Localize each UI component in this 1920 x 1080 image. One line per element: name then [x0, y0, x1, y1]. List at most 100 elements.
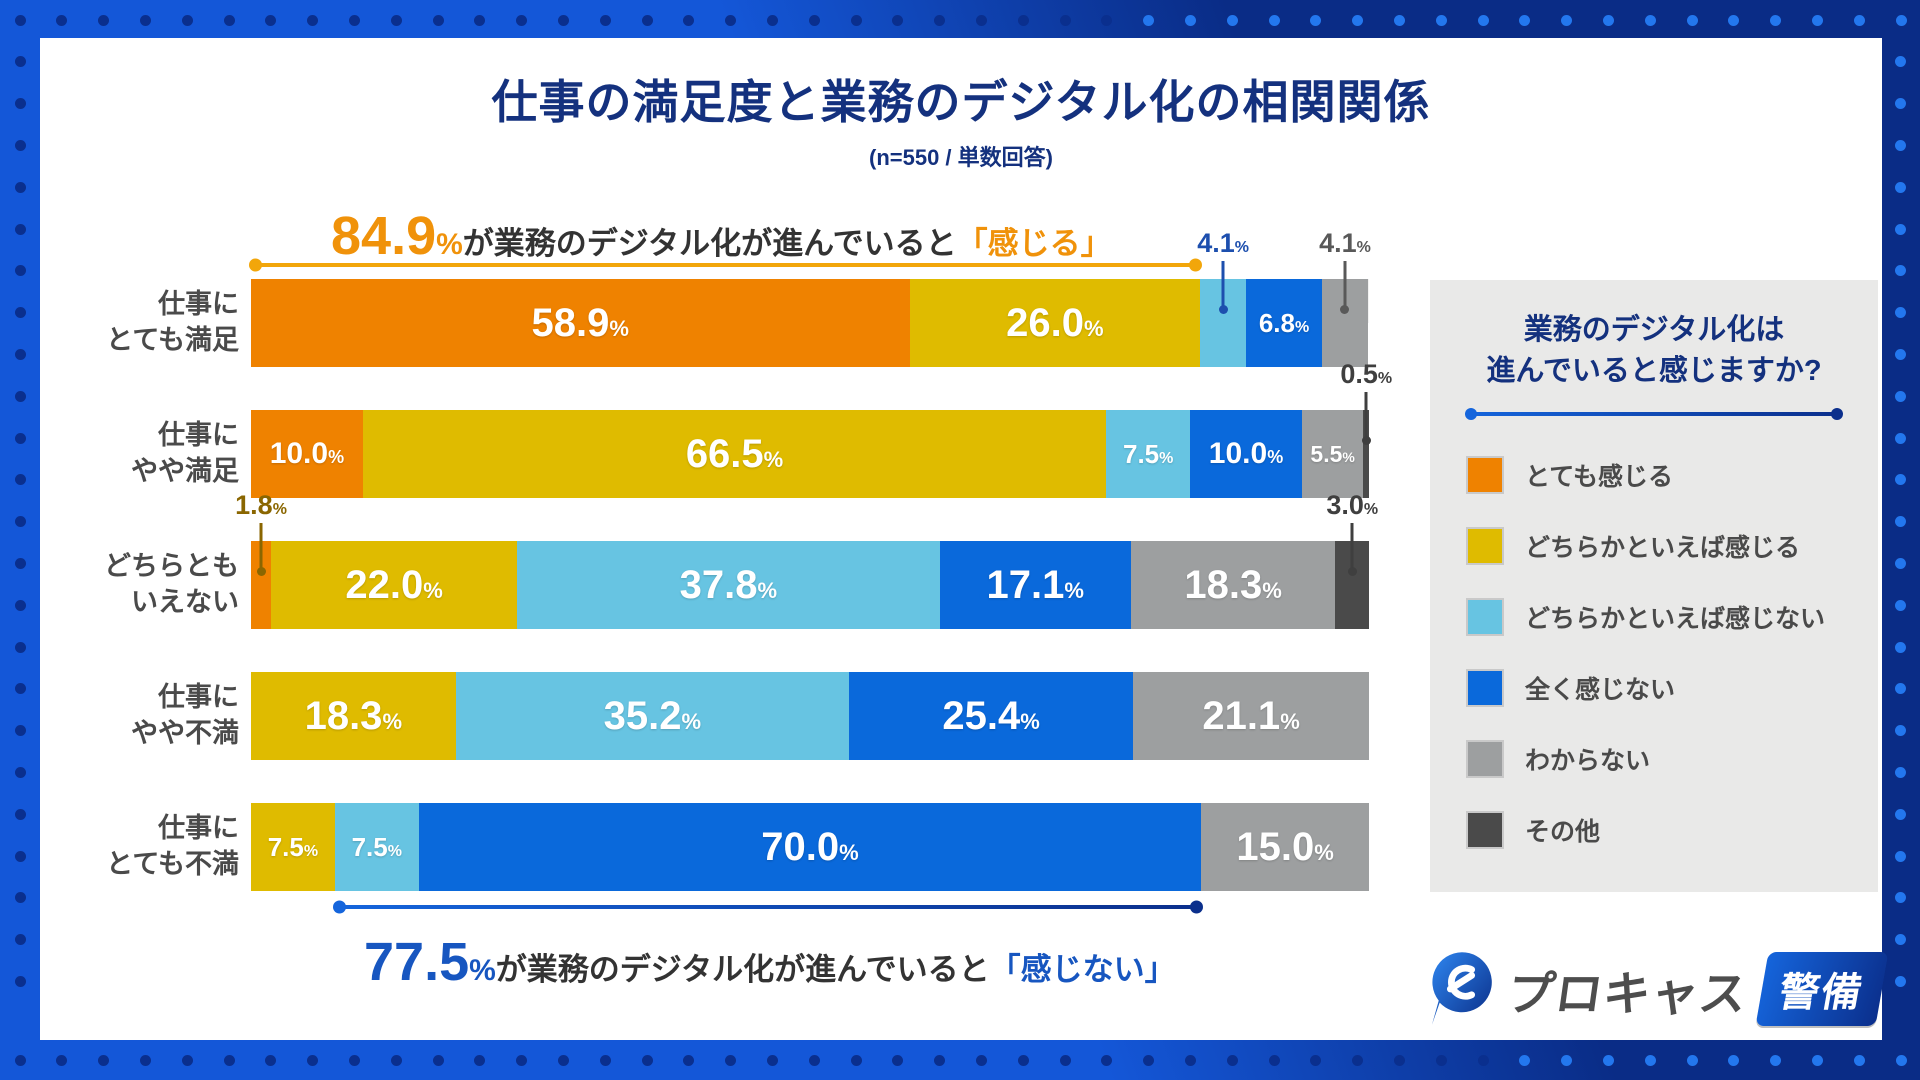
bar-segment-orange — [251, 541, 272, 629]
border-dot — [683, 1054, 695, 1066]
border-dot — [14, 265, 26, 277]
border-dot — [1894, 850, 1906, 862]
border-dot — [725, 14, 737, 26]
segment-callout-label: 4.1% — [1319, 228, 1371, 258]
border-dot — [1602, 1054, 1614, 1066]
border-dot — [1894, 348, 1906, 360]
border-dot — [474, 1054, 486, 1066]
annotation-top-percent-sign: % — [436, 228, 463, 261]
bar-segment-orange: 10.0% — [251, 410, 363, 498]
callout-leader-line — [1340, 261, 1350, 314]
border-dot — [14, 390, 26, 402]
border-dot — [14, 1054, 26, 1066]
border-dot — [98, 14, 110, 26]
legend-label: その他 — [1525, 818, 1601, 847]
border-dot — [934, 1054, 946, 1066]
border-dot — [14, 557, 26, 569]
border-dot — [1310, 1054, 1322, 1066]
stacked-bar-chart: 仕事に とても満足 58.9% 26.0% 4.1% 6.8% 4.1% 仕事に やや満足 10.… — [100, 206, 1392, 992]
border-dot — [1059, 1054, 1071, 1066]
border-dot — [1811, 14, 1823, 26]
border-dot — [1894, 725, 1906, 737]
border-dot — [1059, 14, 1071, 26]
border-dot — [1352, 14, 1364, 26]
border-dot — [1894, 265, 1906, 277]
legend-swatch-gray — [1466, 740, 1504, 779]
border-dot — [1894, 390, 1906, 402]
border-dot — [390, 14, 402, 26]
border-dot — [1894, 599, 1906, 611]
segment-value-label: 26.0% — [1006, 300, 1104, 345]
legend-item: わからない — [1466, 740, 1842, 779]
border-dot — [223, 14, 235, 26]
segment-callout-label: 3.0% — [1326, 490, 1379, 520]
row-category-label: 仕事に とても満足 — [106, 289, 239, 355]
callout-leader-line — [1361, 392, 1371, 445]
border-dot — [934, 14, 946, 26]
row-category-label: 仕事に やや満足 — [131, 420, 239, 486]
bar-segment-blue: 17.1% — [939, 541, 1131, 629]
border-dot — [557, 14, 569, 26]
segment-value-label: 5.5% — [1310, 440, 1355, 467]
border-dot — [557, 1054, 569, 1066]
border-dot — [1017, 1054, 1029, 1066]
segment-value-label: 66.5% — [685, 431, 784, 476]
border-dot — [725, 1054, 737, 1066]
border-dot — [1477, 14, 1489, 26]
segment-callout-label: 1.8% — [235, 490, 287, 520]
border-dot — [1644, 14, 1656, 26]
segment-value-label: 7.5% — [267, 831, 319, 862]
chart-row: どちらとも いえない 1.8% 22.0% 37.8% 17.1% 18.3% 3.0% — [100, 490, 1378, 629]
segment-value-label: 6.8% — [1258, 307, 1310, 338]
border-dot — [1602, 14, 1614, 26]
bar-segment-gray: 15.0% — [1201, 803, 1369, 891]
border-dot — [14, 766, 26, 778]
border-dot — [56, 1054, 68, 1066]
chart-card: 仕事の満足度と業務のデジタル化の相関関係 (n=550 / 単数回答) 仕事にと… — [40, 38, 1889, 1040]
annotation-not-feel-digitalized: 77.5%が業務のデジタル化が進んでいると「感じない」 — [364, 931, 1176, 993]
segment-value-label: 58.9% — [531, 300, 629, 345]
bar-segment-gray: 18.3% — [1130, 541, 1336, 629]
legend-item: どちらかといえば感じない — [1466, 598, 1842, 637]
legend-panel: 業務のデジタル化は 進んでいると感じますか? とても感じる どちらかといえば感じる… — [1430, 280, 1878, 892]
border-dot — [1894, 223, 1906, 235]
border-dot — [390, 1054, 402, 1066]
border-dot — [14, 892, 26, 904]
annotation-bottom-body: が業務のデジタル化が進んでいると — [495, 952, 990, 987]
segment-callout-label: 0.5% — [1340, 359, 1393, 389]
stacked-bar: 10.0% 66.5% 7.5% 10.0% 5.5% 0.5% — [251, 359, 1392, 498]
legend-label: 全く感じない — [1525, 676, 1676, 705]
segment-value-label: 35.2% — [603, 693, 702, 738]
brand-badge: 警備 — [1755, 952, 1889, 1026]
border-dot — [1561, 14, 1573, 26]
border-dot — [307, 1054, 319, 1066]
annotation-bottom-quote: 「感じない」 — [989, 952, 1176, 987]
border-dot — [1895, 1054, 1907, 1066]
border-dot — [975, 1054, 987, 1066]
chart-row: 仕事に とても不満 7.5% 7.5% 70.0% 15.0% — [100, 803, 1370, 914]
border-dot — [1894, 474, 1906, 486]
legend-swatch-yellow — [1466, 527, 1504, 566]
callout-leader-line — [1218, 261, 1228, 314]
border-dot — [14, 98, 26, 110]
border-dot — [14, 850, 26, 862]
bar-segment-dark — [1363, 410, 1369, 498]
legend-label: どちらかといえば感じる — [1525, 534, 1801, 563]
border-dot — [1894, 892, 1906, 904]
bracket-not-feel — [332, 900, 1204, 914]
border-dot — [14, 56, 26, 68]
bar-segment-lightblue: 7.5% — [334, 803, 419, 891]
border-dot — [14, 683, 26, 695]
border-dot — [139, 1054, 151, 1066]
annotation-bottom-number: 77.5 — [364, 932, 470, 992]
border-dot — [265, 14, 277, 26]
border-dot — [14, 975, 26, 987]
border-dot — [1728, 1054, 1740, 1066]
segment-value-label: 18.3% — [1184, 562, 1282, 607]
border-dot — [1435, 1054, 1447, 1066]
row-category-label: 仕事に やや不満 — [131, 682, 239, 748]
border-dot — [1894, 56, 1906, 68]
border-dot — [14, 181, 26, 193]
border-dot — [516, 14, 528, 26]
chart-row: 仕事に やや不満 18.3% 35.2% 25.4% 21.1% — [100, 672, 1370, 760]
